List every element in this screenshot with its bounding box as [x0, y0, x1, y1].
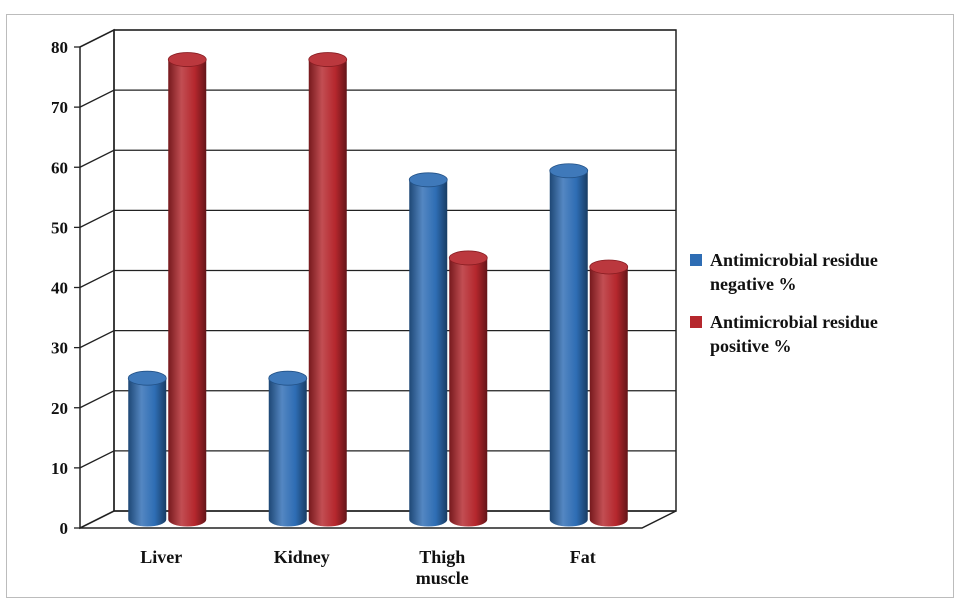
legend-entry-1: Antimicrobial residue negative %	[690, 250, 878, 294]
legend-label: Antimicrobial residue	[710, 250, 878, 270]
x-category-label: Kidney	[274, 547, 330, 567]
legend-label: negative %	[710, 274, 796, 294]
bar-positive-thigh-muscle	[448, 250, 488, 527]
y-tick-label: 50	[51, 218, 68, 237]
bar-negative-liver	[127, 370, 167, 527]
legend-label: Antimicrobial residue	[710, 312, 878, 332]
y-tick-label: 80	[51, 38, 68, 57]
legend-entry-2: Antimicrobial residue positive %	[690, 312, 878, 356]
bar-top	[408, 172, 448, 188]
bar-top	[448, 250, 488, 266]
y-tick-label: 20	[51, 399, 68, 418]
gridline	[79, 89, 676, 108]
x-category-label: Liver	[140, 547, 182, 567]
y-tick-label: 30	[51, 339, 68, 358]
legend-label: positive %	[710, 336, 792, 356]
bar-top	[127, 370, 167, 386]
gridline	[79, 149, 676, 168]
legend-swatch	[690, 316, 702, 328]
x-category-label: Thigh	[419, 547, 465, 567]
bar-body	[268, 378, 307, 527]
bar-top	[268, 370, 308, 386]
y-tick-label: 60	[51, 158, 68, 177]
y-tick-label: 70	[51, 98, 68, 117]
bar-body	[308, 59, 347, 527]
y-axis-tick-labels: 0 10 20 30 40 50 60 70 80	[51, 38, 68, 538]
gridlines	[74, 29, 676, 529]
bar-body	[409, 179, 448, 527]
bar-body	[549, 170, 588, 527]
bar-positive-fat	[589, 259, 629, 527]
bar-negative-fat	[549, 163, 589, 527]
gridline	[79, 450, 676, 469]
bar-body	[128, 378, 167, 527]
bar-body	[168, 59, 207, 527]
bar-negative-thigh-muscle	[408, 172, 448, 527]
bar-positive-kidney	[308, 52, 348, 527]
bar-top	[589, 259, 629, 275]
bar-positive-liver	[167, 52, 207, 527]
bar-top	[549, 163, 589, 179]
bar-top	[308, 52, 348, 67]
gridline	[79, 329, 676, 349]
y-tick-label: 40	[51, 279, 68, 298]
bar-body	[589, 266, 628, 527]
x-category-label: muscle	[416, 568, 469, 588]
y-tick-label: 0	[60, 519, 69, 538]
gridline	[79, 390, 676, 409]
gridline	[79, 269, 676, 289]
floor	[79, 510, 677, 529]
bar-top	[167, 52, 207, 67]
gridline	[79, 29, 676, 48]
bar-negative-kidney	[268, 370, 308, 527]
y-tick-label: 10	[51, 459, 68, 478]
legend-swatch	[690, 254, 702, 266]
bar-body	[449, 257, 488, 527]
x-category-label: Fat	[570, 547, 596, 567]
gridline	[79, 209, 676, 228]
bars	[127, 52, 629, 527]
